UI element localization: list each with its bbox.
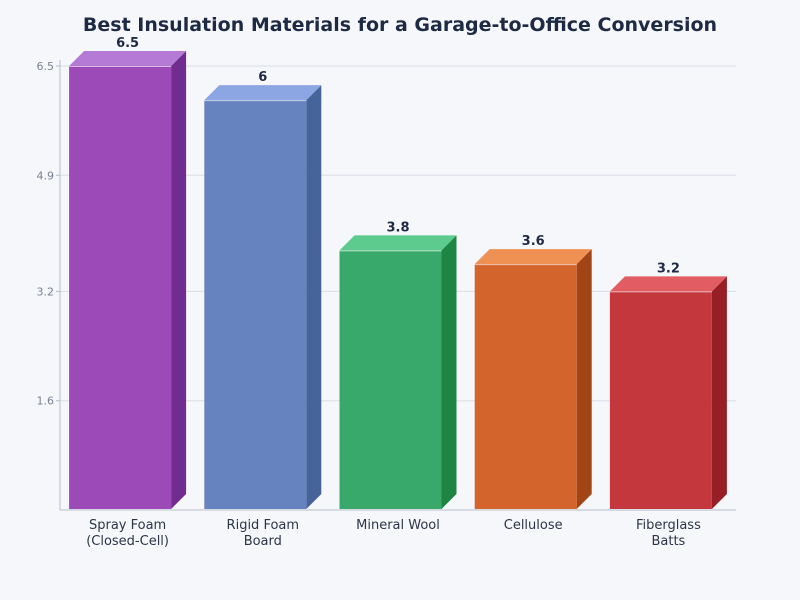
label-layer: 6.5 Spray Foam(Closed-Cell) 6 Rigid FoamBoa…: [86, 36, 701, 549]
bar: [69, 51, 187, 509]
value-label: 3.8: [386, 220, 409, 235]
value-label: 3.6: [522, 234, 545, 249]
y-tick-label: 1.6: [37, 395, 55, 408]
bar-top-face: [204, 85, 322, 101]
bar-front-face: [474, 264, 577, 509]
bar-side-face: [711, 276, 727, 509]
value-label: 6.5: [116, 36, 139, 51]
category-label: Spray Foam: [89, 518, 166, 533]
category-label: (Closed-Cell): [86, 534, 169, 549]
y-tick-label: 3.2: [37, 285, 55, 298]
y-tick-label: 4.9: [37, 169, 55, 182]
bar-top-face: [339, 235, 457, 251]
category-label: Fiberglass: [636, 518, 701, 533]
bar-top-face: [609, 276, 727, 292]
category-label: Batts: [651, 534, 685, 549]
bar: [474, 249, 592, 510]
category-label: Cellulose: [504, 518, 563, 533]
chart-title: Best Insulation Materials for a Garage-t…: [82, 14, 718, 36]
bar: [339, 235, 457, 509]
bar-top-face: [474, 249, 592, 265]
value-label: 3.2: [657, 261, 680, 276]
bar: [609, 276, 727, 509]
axis-layer: 1.6 3.2 4.9 6.5: [37, 60, 736, 511]
bar-side-face: [306, 85, 322, 510]
bar-front-face: [339, 250, 442, 509]
bar-front-face: [204, 100, 307, 510]
value-label: 6: [258, 70, 267, 85]
bar-front-face: [609, 291, 712, 509]
category-label: Board: [244, 534, 282, 549]
y-tick-label: 6.5: [37, 60, 55, 73]
bar-top-face: [69, 51, 187, 66]
category-label: Rigid Foam: [227, 518, 300, 533]
bar-side-face: [441, 235, 457, 509]
bar-side-face: [576, 249, 592, 510]
bar-side-face: [171, 51, 187, 509]
category-label: Mineral Wool: [356, 518, 440, 533]
bar-front-face: [69, 66, 172, 509]
bar-layer: [69, 51, 727, 510]
bar: [204, 85, 322, 510]
